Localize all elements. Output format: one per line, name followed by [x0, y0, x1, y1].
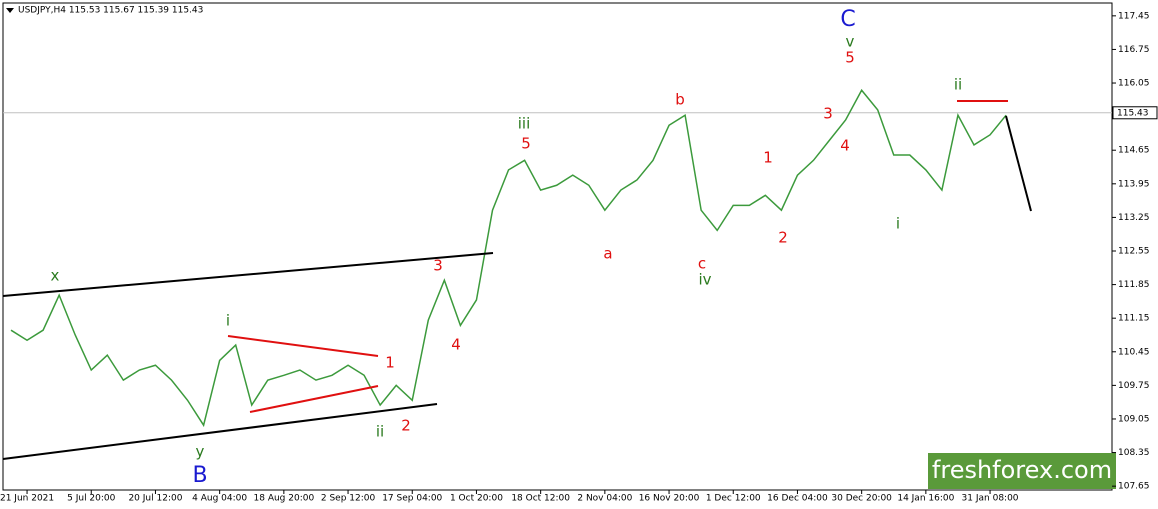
y-tick-label: 109.75 [1118, 381, 1150, 391]
x-tick-label: 16 Nov 20:00 [639, 494, 700, 504]
wave-label: ii [954, 76, 962, 94]
wave-label: b [675, 91, 685, 109]
y-tick-label: 112.55 [1118, 246, 1150, 256]
y-tick-label: 111.85 [1118, 280, 1150, 290]
y-tick-label: 116.75 [1118, 45, 1150, 55]
wave-label: 4 [451, 336, 461, 354]
y-tick-label: 108.35 [1118, 448, 1150, 458]
wave-label: y [196, 443, 205, 461]
wave-label: v [846, 33, 855, 51]
x-tick-label: 21 Jun 2021 [0, 494, 54, 504]
watermark: freshforex.com [932, 456, 1112, 484]
x-tick-label: 2 Nov 04:00 [577, 494, 632, 504]
triangle-lower [249, 385, 379, 413]
wave-label: 1 [385, 354, 395, 372]
x-tick-label: 1 Dec 12:00 [706, 494, 761, 504]
y-tick-label: 110.45 [1118, 347, 1150, 357]
wave-label: ii [376, 423, 384, 441]
wave-label: 3 [433, 257, 443, 275]
wave-label: 2 [401, 417, 411, 435]
x-tick-label: 30 Dec 20:00 [831, 494, 892, 504]
plot-frame [2, 2, 1113, 491]
x-tick-label: 20 Jul 12:00 [128, 494, 182, 504]
x-tick-label: 16 Dec 04:00 [767, 494, 828, 504]
x-tick-label: 2 Sep 12:00 [321, 494, 376, 504]
triangle-upper [227, 335, 379, 357]
menu-triangle [6, 8, 14, 13]
x-tick-label: 4 Aug 04:00 [192, 494, 247, 504]
last-price-box [1112, 106, 1158, 120]
wave-label: 2 [778, 229, 788, 247]
y-tick-label: 113.95 [1118, 179, 1150, 189]
y-tick-label: 107.65 [1118, 482, 1150, 492]
wave-label: 4 [840, 137, 850, 155]
y-tick-label: 113.25 [1118, 213, 1150, 223]
wave-label: 3 [823, 105, 833, 123]
x-tick-label: 1 Oct 20:00 [450, 494, 503, 504]
y-tick-label: 111.15 [1118, 314, 1150, 324]
wave-label: 5 [521, 135, 531, 153]
x-tick-label: 17 Sep 04:00 [382, 494, 442, 504]
wave-label: a [603, 245, 612, 263]
wave-label: i [226, 312, 230, 330]
channel-upper [2, 252, 494, 297]
wave-label: 5 [845, 49, 855, 67]
x-tick-label: 5 Jul 20:00 [67, 494, 116, 504]
wave-label: C [840, 7, 855, 32]
channel-lower [2, 403, 438, 460]
x-tick-label: 31 Jan 08:00 [962, 494, 1019, 504]
price-line [10, 88, 1007, 428]
forecast-arrow [1005, 115, 1032, 212]
wave-label: x [51, 267, 60, 285]
wave-label: iv [698, 271, 711, 289]
y-tick-label: 114.65 [1118, 146, 1150, 156]
wave-label: B [192, 463, 207, 488]
watermark-box [928, 453, 1116, 489]
y-tick-label: 109.05 [1118, 414, 1150, 424]
wave-label: 1 [763, 149, 773, 167]
x-tick-label: 18 Aug 20:00 [254, 494, 315, 504]
y-tick-label: 116.05 [1118, 79, 1150, 89]
x-tick-label: 14 Jan 16:00 [897, 494, 954, 504]
x-tick-label: 18 Oct 12:00 [511, 494, 570, 504]
y-tick-label: 117.45 [1118, 11, 1150, 21]
wave-label: iii [518, 115, 531, 133]
wave-label: i [896, 215, 900, 233]
wave-label: c [698, 255, 706, 273]
chart-title: USDJPY,H4 115.53 115.67 115.39 115.43 [18, 6, 203, 16]
last-price-label: 115.43 [1117, 108, 1149, 118]
